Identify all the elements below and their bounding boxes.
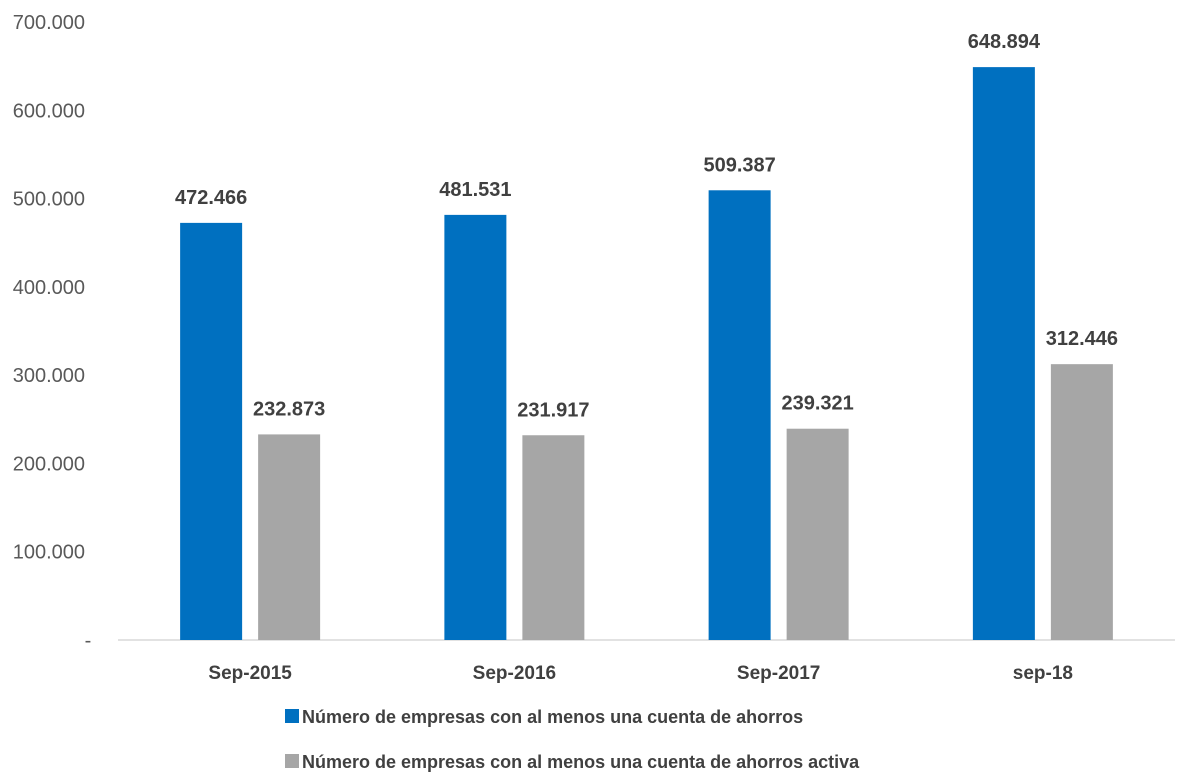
legend: Número de empresas con al menos una cuen…	[285, 707, 860, 772]
y-tick-label: 100.000	[13, 542, 85, 564]
data-label: 648.894	[968, 31, 1041, 53]
bar-series-2	[258, 434, 321, 640]
data-label: 312.446	[1046, 328, 1118, 350]
y-tick-label: 200.000	[13, 453, 85, 475]
bar-series-1	[444, 214, 507, 640]
x-tick-label: sep-18	[1013, 663, 1073, 684]
y-axis: - 100.000 200.000 300.000 400.000 500.000 600.…	[13, 12, 92, 652]
data-label: 481.531	[439, 179, 511, 201]
legend-label: Número de empresas con al menos una cuen…	[302, 752, 860, 772]
x-axis: Sep-2015 Sep-2016 Sep-2017 sep-18	[208, 663, 1073, 684]
y-tick-label: 400.000	[13, 277, 85, 299]
x-tick-label: Sep-2016	[473, 663, 556, 684]
bar-series-2	[786, 428, 849, 640]
legend-label: Número de empresas con al menos una cuen…	[302, 707, 803, 727]
x-tick-label: Sep-2017	[737, 663, 820, 684]
y-tick-label: 600.000	[13, 100, 85, 122]
bar-series-1	[708, 190, 771, 640]
bar-series-1	[972, 67, 1035, 640]
data-label: 509.387	[703, 154, 775, 176]
data-label: 231.917	[517, 399, 589, 421]
bars-group: 472.466 232.873 481.531 231.917 509.387 239.3…	[175, 31, 1118, 641]
x-tick-label: Sep-2015	[208, 663, 292, 684]
y-tick-label: -	[85, 630, 92, 652]
y-tick-label: 500.000	[13, 189, 85, 211]
bar-series-1	[180, 222, 243, 641]
legend-swatch	[285, 709, 299, 723]
y-tick-label: 700.000	[13, 12, 85, 34]
y-tick-label: 300.000	[13, 365, 85, 387]
data-label: 239.321	[781, 393, 853, 415]
data-label: 232.873	[253, 398, 325, 420]
data-label: 472.466	[175, 187, 247, 209]
bar-series-2	[1050, 364, 1113, 640]
legend-swatch	[285, 754, 299, 768]
bar-series-2	[522, 435, 585, 640]
